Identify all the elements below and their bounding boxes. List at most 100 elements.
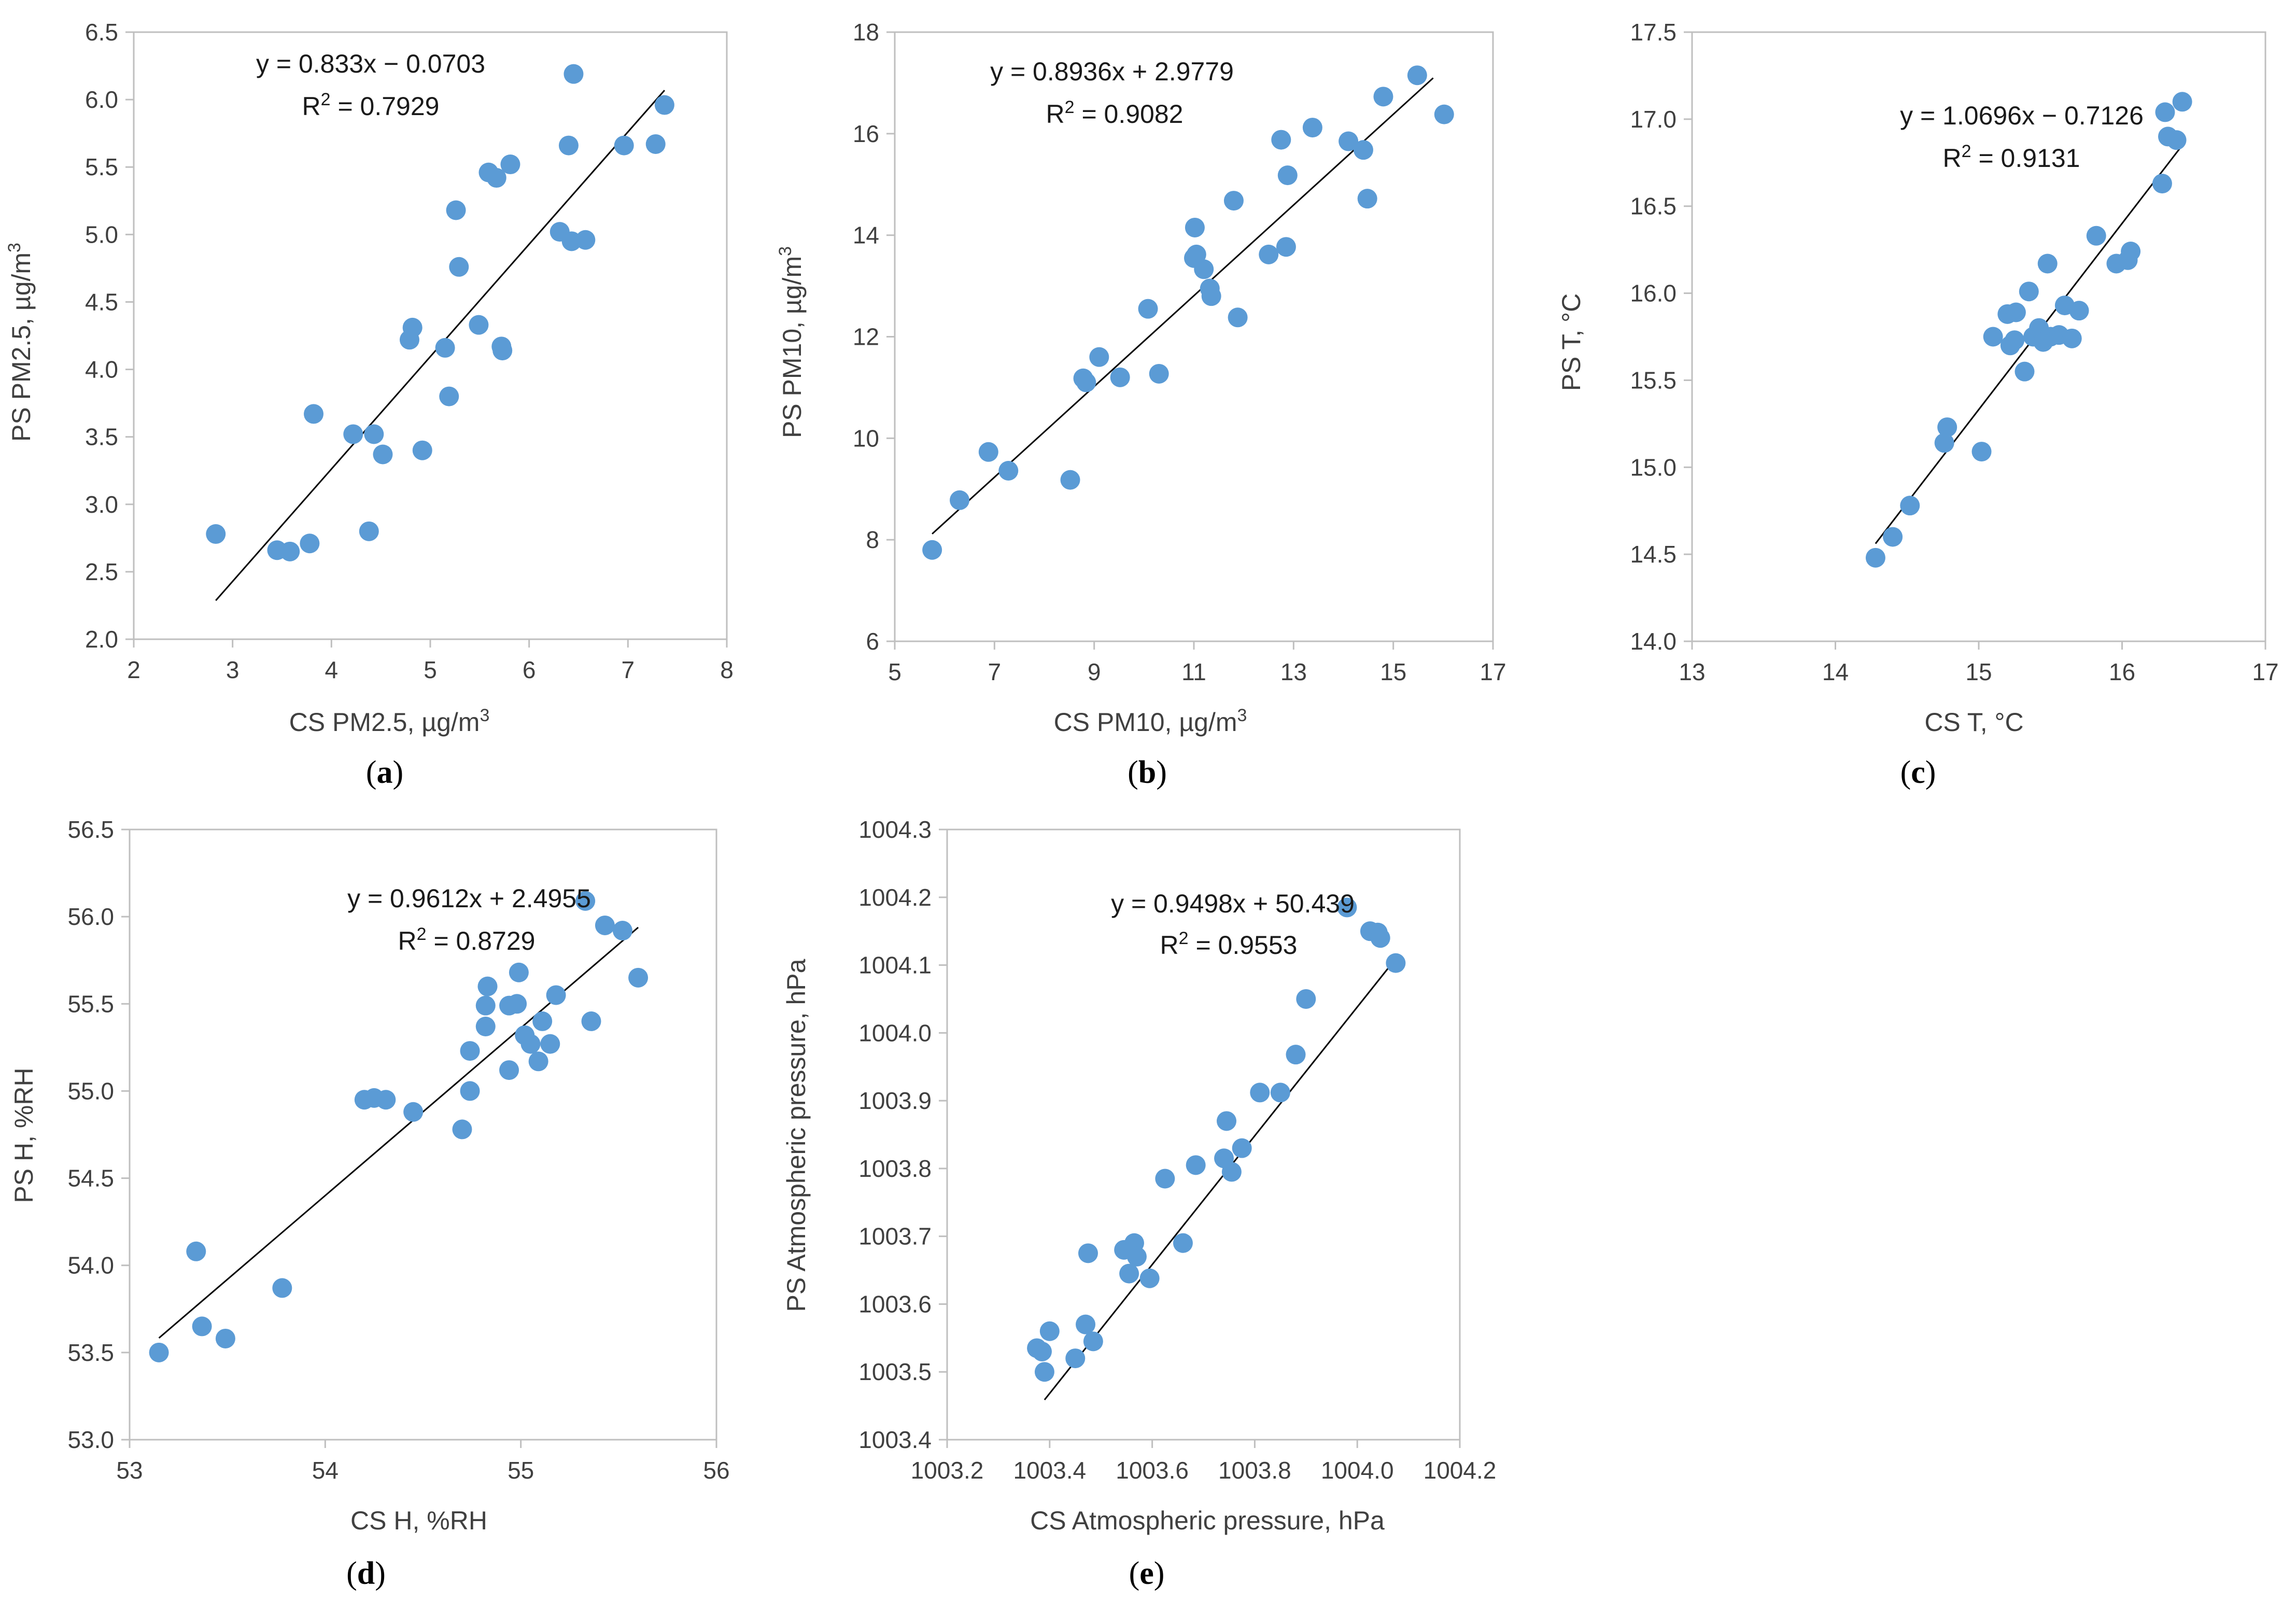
data-point — [1357, 189, 1377, 209]
data-point — [1296, 989, 1316, 1009]
y-tick-label: 1004.0 — [858, 1019, 932, 1046]
x-tick-label: 56 — [703, 1457, 729, 1484]
data-point — [581, 1011, 601, 1031]
x-tick-label: 2 — [127, 656, 140, 683]
plot-frame — [133, 31, 728, 640]
data-point — [492, 341, 513, 361]
y-tick-label: 3.0 — [85, 491, 118, 518]
x-tick-label: 54 — [312, 1457, 339, 1484]
data-point — [575, 230, 596, 250]
data-point — [215, 1328, 235, 1348]
data-point — [2152, 174, 2172, 194]
y-tick-label: 6 — [866, 628, 879, 655]
data-point — [1865, 547, 1885, 568]
x-tick-label: 17 — [1480, 658, 1506, 685]
x-tick-label: 6 — [523, 656, 536, 683]
data-point — [1110, 367, 1130, 387]
data-point — [2172, 92, 2192, 112]
data-point — [206, 524, 226, 544]
data-point — [1271, 130, 1291, 150]
r-squared-label: R2 = 0.8729 — [398, 924, 536, 955]
data-point — [460, 1081, 480, 1101]
data-point — [2062, 328, 2082, 348]
data-point — [1194, 259, 1214, 279]
x-tick-label: 15 — [1380, 658, 1406, 685]
x-tick-label: 3 — [226, 656, 240, 683]
x-tick-label: 9 — [1088, 658, 1101, 685]
y-tick-label: 5.5 — [85, 153, 118, 180]
data-point — [475, 995, 496, 1016]
y-tick-label: 55.5 — [67, 990, 114, 1017]
y-tick-label: 4.5 — [85, 288, 118, 315]
r-squared-label: R2 = 0.9553 — [1160, 929, 1298, 960]
y-tick-label: 53.0 — [67, 1426, 114, 1453]
data-point — [922, 540, 942, 560]
data-point — [998, 461, 1019, 481]
panel-caption: (d) — [346, 1556, 386, 1591]
r-squared-label: R2 = 0.7929 — [302, 90, 440, 121]
y-tick-label: 1003.6 — [858, 1290, 932, 1317]
data-point — [1185, 217, 1205, 237]
data-point — [1034, 1362, 1054, 1382]
data-point — [1337, 897, 1357, 918]
x-tick-label: 14 — [1822, 658, 1849, 685]
y-tick-label: 53.5 — [67, 1339, 114, 1366]
y-tick-label: 5.0 — [85, 221, 118, 248]
data-point — [1302, 118, 1322, 138]
trendline-equation: y = 0.833x − 0.0703 — [256, 49, 485, 78]
data-point — [373, 444, 393, 465]
data-point — [304, 404, 324, 424]
data-point — [1223, 191, 1244, 211]
data-point — [475, 1017, 496, 1037]
y-tick-label: 2.0 — [85, 626, 118, 653]
data-point — [364, 424, 384, 444]
y-tick-label: 16 — [853, 120, 879, 147]
data-point — [376, 1090, 396, 1110]
y-tick-label: 1004.1 — [858, 952, 932, 979]
data-point — [564, 64, 584, 84]
data-point — [2069, 301, 2089, 321]
chart-panel-b: 5 7 9 11 13 15 17 6 8 10 12 14 16 18 y = 0.8936x + 2.9… — [776, 19, 1506, 790]
trendline-equation: y = 0.9612x + 2.4955 — [347, 884, 591, 913]
y-tick-label: 15.5 — [1630, 367, 1677, 393]
data-point — [1353, 140, 1373, 160]
data-point — [612, 921, 632, 941]
data-point — [343, 424, 363, 444]
data-point — [1434, 104, 1454, 124]
y-tick-label: 14.0 — [1630, 628, 1677, 655]
data-point — [2005, 330, 2025, 350]
data-point — [1186, 244, 1206, 264]
x-axis-label: CS T, °C — [1924, 708, 2023, 737]
x-tick-label: 5 — [424, 656, 437, 683]
r-squared-label: R2 = 0.9131 — [1943, 142, 2080, 173]
data-point — [520, 1034, 541, 1054]
panel-caption: (e) — [1129, 1556, 1165, 1591]
data-point — [628, 967, 649, 988]
data-point — [2121, 242, 2141, 261]
y-tick-label: 17.5 — [1630, 19, 1677, 46]
data-point — [1217, 1111, 1237, 1131]
x-tick-label: 15 — [1965, 658, 1992, 685]
data-point — [469, 315, 489, 335]
data-point — [1155, 1169, 1175, 1189]
data-point — [1971, 442, 1992, 462]
x-tick-label: 5 — [888, 658, 902, 685]
y-tick-label: 3.5 — [85, 424, 118, 451]
x-tick-label: 7 — [622, 656, 635, 683]
x-axis-label: CS H, %RH — [350, 1506, 487, 1535]
data-point — [1900, 496, 1920, 516]
x-tick-label: 13 — [1679, 658, 1705, 685]
data-point — [1286, 1045, 1306, 1065]
y-tick-label: 54.5 — [67, 1165, 114, 1192]
data-point — [575, 891, 596, 911]
data-point — [1076, 1314, 1096, 1334]
y-tick-label: 8 — [866, 526, 879, 553]
y-tick-label: 55.0 — [67, 1077, 114, 1104]
chart-panel-c: 13 14 15 16 17 14.0 14.5 15.0 15.5 16.0 16.5 17.0 17… — [1557, 19, 2279, 790]
data-point — [614, 135, 634, 156]
data-point — [280, 541, 300, 561]
data-point — [1186, 1155, 1206, 1175]
x-tick-label: 1004.0 — [1321, 1457, 1394, 1484]
data-point — [528, 1051, 548, 1072]
x-axis-label: CS PM2.5, µg/m3 — [289, 706, 490, 737]
